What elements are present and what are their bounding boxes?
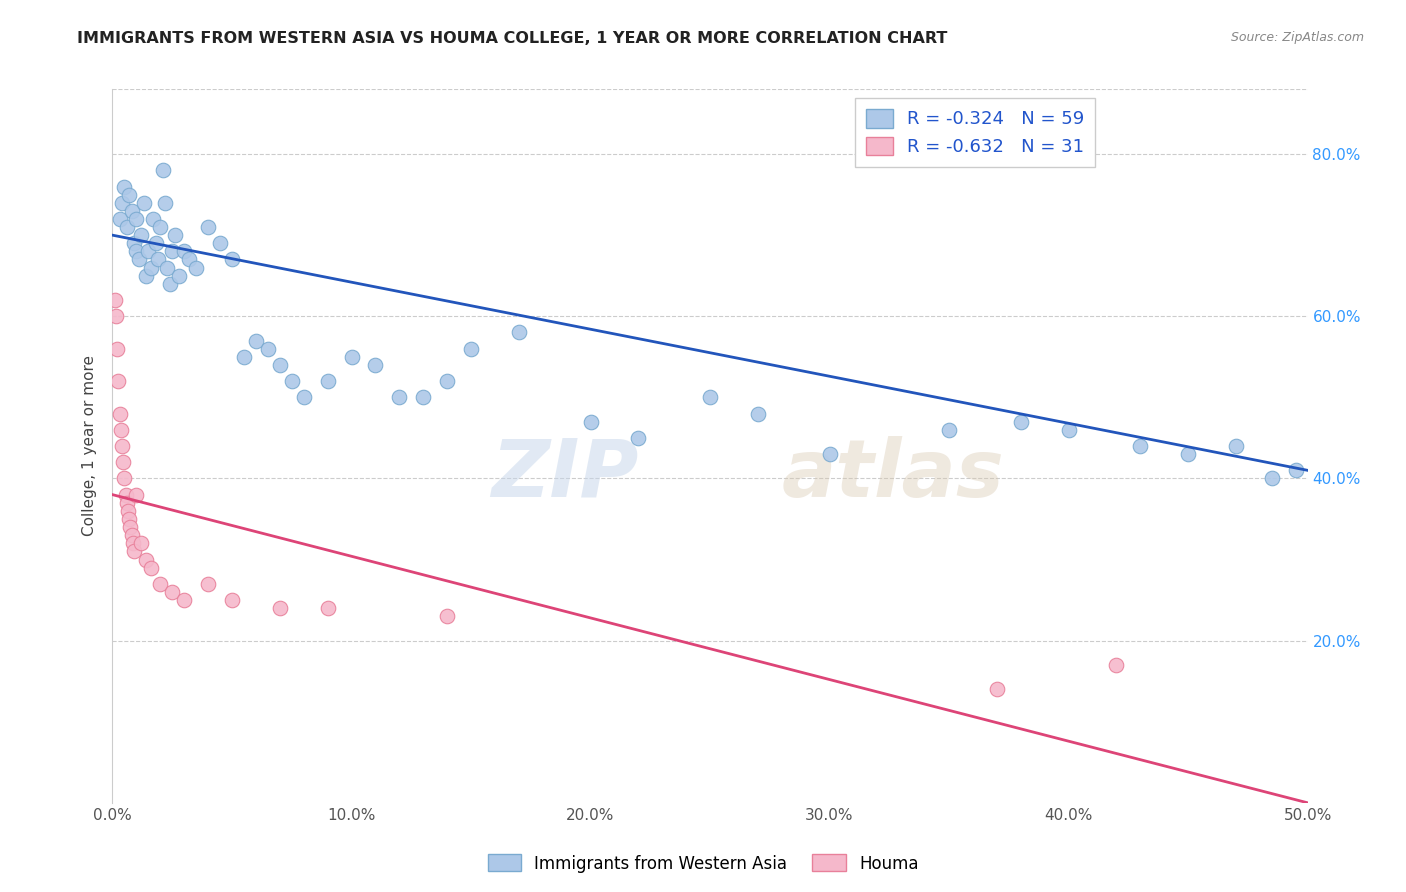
Point bbox=[162, 585, 183, 599]
Point bbox=[699, 390, 721, 404]
Legend: Immigrants from Western Asia, Houma: Immigrants from Western Asia, Houma bbox=[481, 847, 925, 880]
Point bbox=[197, 577, 219, 591]
Point bbox=[112, 455, 135, 469]
Point bbox=[114, 179, 135, 194]
Point bbox=[257, 342, 280, 356]
Point bbox=[110, 423, 132, 437]
Point bbox=[152, 163, 174, 178]
Point bbox=[117, 504, 139, 518]
Point bbox=[111, 195, 134, 210]
Point bbox=[269, 601, 291, 615]
Point bbox=[1177, 447, 1199, 461]
Point bbox=[1285, 463, 1308, 477]
Point bbox=[149, 220, 172, 235]
Point bbox=[115, 220, 138, 235]
Point bbox=[388, 390, 411, 404]
Point bbox=[245, 334, 267, 348]
Point bbox=[173, 593, 195, 607]
Point bbox=[121, 528, 143, 542]
Point bbox=[269, 358, 291, 372]
Text: Source: ZipAtlas.com: Source: ZipAtlas.com bbox=[1230, 31, 1364, 45]
Legend: R = -0.324   N = 59, R = -0.632   N = 31: R = -0.324 N = 59, R = -0.632 N = 31 bbox=[855, 98, 1095, 167]
Point bbox=[125, 488, 148, 502]
Point bbox=[153, 195, 176, 210]
Point bbox=[209, 236, 232, 251]
Point bbox=[128, 252, 150, 267]
Point bbox=[436, 609, 458, 624]
Point bbox=[233, 350, 256, 364]
Point bbox=[281, 374, 304, 388]
Text: ZIP: ZIP bbox=[491, 435, 638, 514]
Point bbox=[135, 268, 157, 283]
Point bbox=[364, 358, 387, 372]
Point bbox=[125, 244, 148, 259]
Point bbox=[986, 682, 1008, 697]
Point bbox=[508, 326, 530, 340]
Point bbox=[114, 471, 135, 485]
Point bbox=[118, 512, 141, 526]
Point bbox=[122, 236, 145, 251]
Point bbox=[156, 260, 179, 275]
Point bbox=[125, 211, 148, 226]
Point bbox=[436, 374, 458, 388]
Point bbox=[627, 431, 650, 445]
Point bbox=[173, 244, 195, 259]
Point bbox=[107, 374, 129, 388]
Point bbox=[149, 577, 172, 591]
Point bbox=[162, 244, 183, 259]
Point bbox=[138, 244, 160, 259]
Point bbox=[159, 277, 181, 291]
Point bbox=[1225, 439, 1247, 453]
Point bbox=[129, 228, 152, 243]
Point bbox=[186, 260, 208, 275]
Point bbox=[129, 536, 152, 550]
Point bbox=[114, 488, 136, 502]
Point bbox=[412, 390, 434, 404]
Point bbox=[316, 374, 339, 388]
Point bbox=[120, 520, 142, 534]
Point bbox=[221, 593, 243, 607]
Point bbox=[316, 601, 339, 615]
Point bbox=[221, 252, 243, 267]
Point bbox=[1261, 471, 1284, 485]
Point bbox=[111, 439, 134, 453]
Point bbox=[105, 342, 128, 356]
Text: IMMIGRANTS FROM WESTERN ASIA VS HOUMA COLLEGE, 1 YEAR OR MORE CORRELATION CHART: IMMIGRANTS FROM WESTERN ASIA VS HOUMA CO… bbox=[77, 31, 948, 46]
Point bbox=[579, 415, 602, 429]
Point bbox=[1129, 439, 1152, 453]
Point bbox=[340, 350, 363, 364]
Point bbox=[118, 187, 141, 202]
Point bbox=[938, 423, 960, 437]
Point bbox=[177, 252, 200, 267]
Point bbox=[142, 211, 165, 226]
Point bbox=[104, 293, 127, 307]
Point bbox=[460, 342, 482, 356]
Point bbox=[1105, 657, 1128, 672]
Point bbox=[122, 544, 145, 558]
Point bbox=[197, 220, 219, 235]
Point bbox=[146, 252, 169, 267]
Point bbox=[139, 260, 162, 275]
Point bbox=[105, 310, 128, 324]
Point bbox=[1057, 423, 1080, 437]
Point bbox=[121, 203, 143, 218]
Point bbox=[1010, 415, 1032, 429]
Point bbox=[108, 211, 131, 226]
Point bbox=[818, 447, 841, 461]
Point bbox=[115, 496, 138, 510]
Point bbox=[108, 407, 131, 421]
Point bbox=[145, 236, 167, 251]
Point bbox=[132, 195, 155, 210]
Y-axis label: College, 1 year or more: College, 1 year or more bbox=[82, 356, 97, 536]
Point bbox=[169, 268, 191, 283]
Point bbox=[121, 536, 143, 550]
Point bbox=[135, 552, 157, 566]
Text: atlas: atlas bbox=[782, 435, 1004, 514]
Point bbox=[292, 390, 315, 404]
Point bbox=[747, 407, 769, 421]
Point bbox=[139, 560, 162, 574]
Point bbox=[163, 228, 186, 243]
